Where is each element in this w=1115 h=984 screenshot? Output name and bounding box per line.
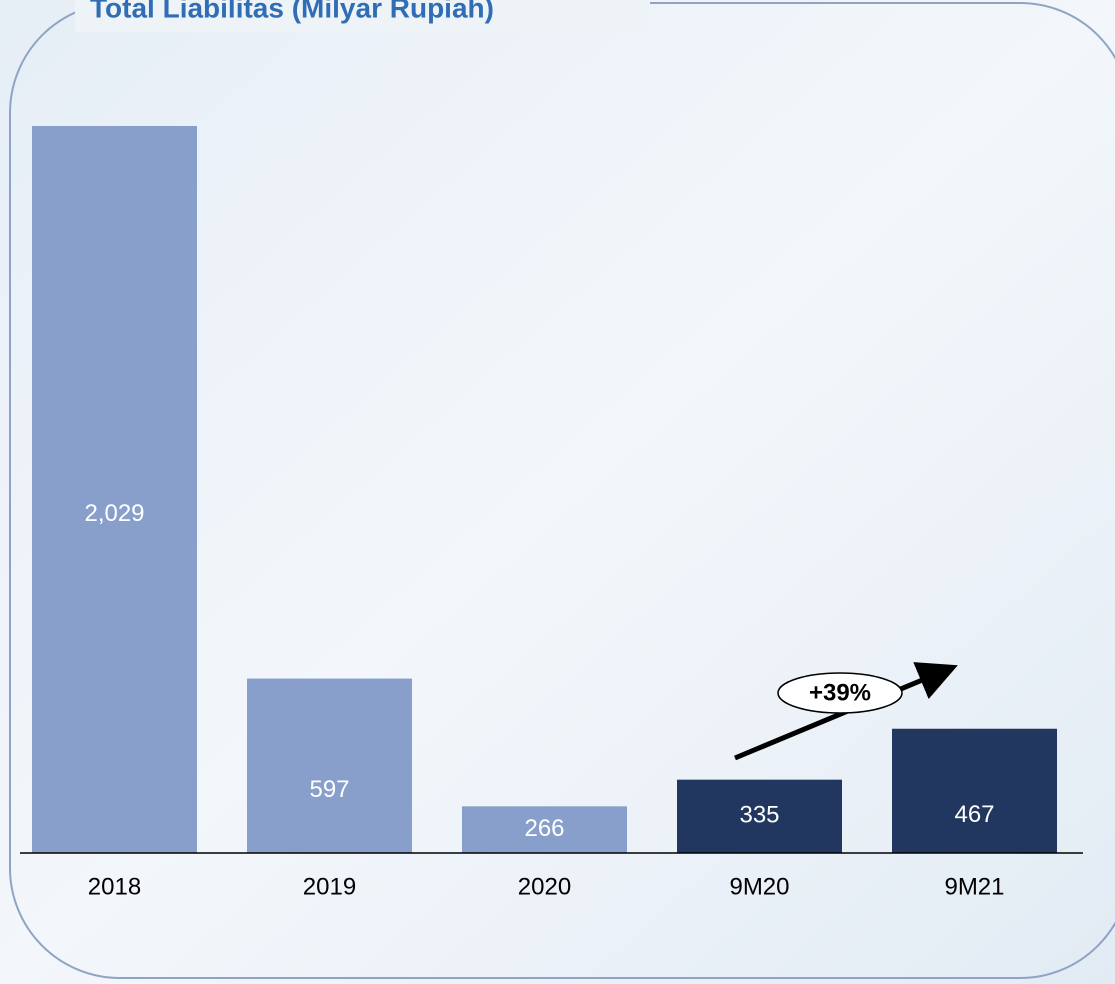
x-tick-label: 2020 bbox=[518, 873, 571, 900]
chart-title: Total Liabilitas (Milyar Rupiah) bbox=[90, 0, 494, 23]
annotation-bubble bbox=[777, 672, 903, 714]
bar bbox=[462, 806, 627, 853]
value-label: 335 bbox=[739, 802, 779, 829]
title-box bbox=[75, 0, 650, 32]
x-tick-label: 9M20 bbox=[729, 873, 789, 900]
x-tick-label: 2019 bbox=[303, 873, 356, 900]
bar bbox=[677, 779, 842, 853]
x-tick-label: 9M21 bbox=[944, 873, 1004, 900]
value-label: 597 bbox=[309, 776, 349, 803]
value-label: 266 bbox=[524, 815, 564, 842]
bar bbox=[247, 678, 412, 853]
value-label: 2,029 bbox=[84, 500, 144, 527]
annotation: +39% bbox=[809, 679, 871, 706]
growth-arrow bbox=[734, 662, 958, 761]
value-label: 467 bbox=[954, 801, 994, 828]
bar bbox=[32, 125, 197, 853]
bar bbox=[892, 728, 1057, 853]
x-tick-label: 2018 bbox=[88, 873, 141, 900]
